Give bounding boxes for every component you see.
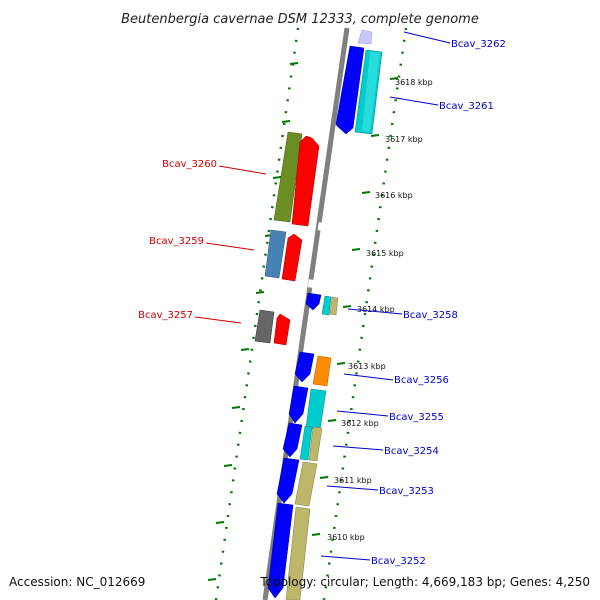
kbp-label-3610: 3610 kbp <box>327 533 365 542</box>
kbp-label-3618: 3618 kbp <box>395 78 433 87</box>
kbp-label-3617: 3617 kbp <box>385 135 423 144</box>
gene-label-bcav-3253[interactable]: Bcav_3253 <box>379 486 434 497</box>
gene-bcav-3252-blue[interactable] <box>267 502 294 599</box>
gene-label-bcav-3255[interactable]: Bcav_3255 <box>389 412 444 423</box>
right-major-ticks <box>311 77 399 536</box>
gene-bcav-3259-steel[interactable] <box>264 229 287 279</box>
gene-label-bcav-3259[interactable]: Bcav_3259 <box>149 236 204 247</box>
gene-bcav-3254-blue[interactable] <box>282 422 303 458</box>
gene-label-bcav-3254[interactable]: Bcav_3254 <box>384 446 439 457</box>
kbp-label-3616: 3616 kbp <box>375 191 413 200</box>
gene-bcav-3257-red[interactable] <box>273 313 291 346</box>
kbp-labels: 3618 kbp 3617 kbp 3616 kbp 3615 kbp 3614… <box>327 78 433 542</box>
gene-label-bcav-3262[interactable]: Bcav_3262 <box>451 39 506 50</box>
gene-bcav-3259-red[interactable] <box>281 233 303 282</box>
right-leader-lines <box>320 31 451 561</box>
right-tick-track <box>322 27 408 600</box>
kbp-label-3613: 3613 kbp <box>348 362 386 371</box>
gene-bcav-3258-khaki[interactable] <box>329 296 339 316</box>
gene-label-bcav-3260[interactable]: Bcav_3260 <box>162 159 217 170</box>
gene-bcav-3252-khaki[interactable] <box>285 506 311 600</box>
left-major-ticks <box>207 62 299 581</box>
gene-bcav-3258-blue[interactable] <box>305 292 322 311</box>
kbp-label-3614: 3614 kbp <box>357 305 395 314</box>
gene-bcav-3255-blue[interactable] <box>288 385 309 424</box>
gene-bcav-3261-blue[interactable] <box>335 45 365 135</box>
gene-bcav-3254-khaki[interactable] <box>308 426 323 462</box>
gene-bcav-3257-gray[interactable] <box>254 309 275 344</box>
left-leader-lines <box>194 165 267 324</box>
gene-bcav-3256-blue[interactable] <box>294 351 315 383</box>
genome-band <box>207 27 408 600</box>
accession-text: Accession: NC_012669 <box>9 575 145 589</box>
gene-bcav-3254-cyan[interactable] <box>299 425 313 461</box>
kbp-label-3615: 3615 kbp <box>366 249 404 258</box>
left-tick-track <box>214 27 300 600</box>
gene-bcav-3260-olive[interactable] <box>273 131 303 223</box>
gene-bcav-3262[interactable] <box>357 29 373 45</box>
left-gene-labels: Bcav_3260 Bcav_3259 Bcav_3257 <box>138 159 217 321</box>
gene-label-bcav-3261[interactable]: Bcav_3261 <box>439 101 494 112</box>
gene-bcav-3253-khaki[interactable] <box>294 461 318 507</box>
kbp-label-3611: 3611 kbp <box>334 476 372 485</box>
gene-bcav-3260-red[interactable] <box>291 135 320 227</box>
gene-bcav-3258-cyan[interactable] <box>321 295 332 316</box>
gene-label-bcav-3252[interactable]: Bcav_3252 <box>371 556 426 567</box>
right-gene-labels: Bcav_3262 Bcav_3261 Bcav_3258 Bcav_3256 … <box>371 39 506 567</box>
gene-bcav-3256-orange[interactable] <box>312 355 332 387</box>
gene-label-bcav-3257[interactable]: Bcav_3257 <box>138 310 193 321</box>
gene-bcav-3253-blue[interactable] <box>276 457 300 504</box>
gene-bcav-3255-cyan[interactable] <box>305 388 327 431</box>
kbp-label-3612: 3612 kbp <box>341 419 379 428</box>
page-title: Beutenbergia cavernae DSM 12333, complet… <box>121 12 479 27</box>
gene-label-bcav-3256[interactable]: Bcav_3256 <box>394 375 449 386</box>
topology-text: Topology: circular; Length: 4,669,183 bp… <box>259 575 590 589</box>
gene-label-bcav-3258[interactable]: Bcav_3258 <box>403 310 458 321</box>
